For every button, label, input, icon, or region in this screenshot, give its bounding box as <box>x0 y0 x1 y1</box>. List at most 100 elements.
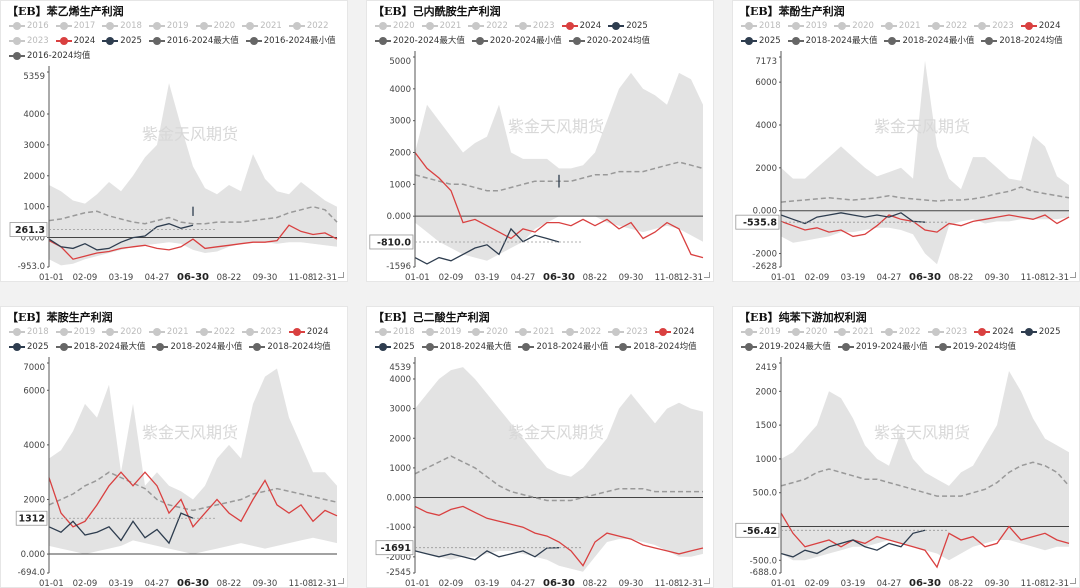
legend-item[interactable]: 2025 <box>9 340 49 355</box>
x-tick-label: 01-01 <box>405 579 430 588</box>
legend-label: 2019-2024均值 <box>952 342 1017 352</box>
legend-label: 2018-2024最大值 <box>439 342 512 352</box>
legend-item[interactable]: 2021 <box>421 19 461 34</box>
legend-item[interactable]: 2018 <box>9 325 49 340</box>
legend-item[interactable]: 2020 <box>375 19 415 34</box>
legend-swatch-icon <box>468 21 485 30</box>
resize-handle-icon[interactable] <box>1070 578 1076 584</box>
x-tick-label: 08-22 <box>217 273 242 282</box>
legend-item[interactable]: 2018 <box>375 325 415 340</box>
legend-label: 2025 <box>393 342 415 352</box>
legend-item[interactable]: 2021 <box>514 325 555 340</box>
legend-item[interactable]: 2018-2024最大值 <box>55 340 145 355</box>
legend-item[interactable]: 2021 <box>148 325 189 340</box>
legend-label: 2019 <box>805 21 828 31</box>
legend-swatch-icon <box>654 327 671 336</box>
legend-item[interactable]: 2021 <box>834 325 874 340</box>
legend-item[interactable]: 2022 <box>561 325 601 340</box>
legend-item[interactable]: 2018-2024最大值 <box>787 34 877 49</box>
series-2024-line <box>48 224 338 260</box>
legend-swatch-icon <box>9 21 25 30</box>
legend-swatch-icon <box>927 21 944 30</box>
x-tick-label: 02-09 <box>73 273 98 282</box>
legend-item[interactable]: 2017 <box>55 19 95 34</box>
legend-item[interactable]: 2025 <box>608 19 648 34</box>
legend-item[interactable]: 2020-2024最小值 <box>471 34 562 49</box>
legend-item[interactable]: 2020 <box>787 325 827 340</box>
legend-item[interactable]: 2018-2024均值 <box>249 340 331 355</box>
legend-item[interactable]: 2019 <box>787 19 828 34</box>
legend-item[interactable]: 2024 <box>288 325 328 340</box>
legend-item[interactable]: 2025 <box>375 340 415 355</box>
legend-item[interactable]: 2019 <box>421 325 461 340</box>
legend-item[interactable]: 2019 <box>55 325 95 340</box>
legend-item[interactable]: 2018-2024均值 <box>615 340 697 355</box>
legend-item[interactable]: 2018-2024均值 <box>981 34 1063 49</box>
legend-item[interactable]: 2023 <box>514 19 555 34</box>
legend-item[interactable]: 2018 <box>741 19 781 34</box>
resize-handle-icon[interactable] <box>338 578 344 584</box>
resize-handle-icon[interactable] <box>1070 272 1076 278</box>
legend-label: 2022 <box>306 21 329 31</box>
legend-item[interactable]: 2024 <box>1020 19 1060 34</box>
legend-item[interactable]: 2023 <box>608 325 648 340</box>
legend-item[interactable]: 2023 <box>927 325 967 340</box>
series-2024-line <box>414 152 704 259</box>
resize-handle-icon[interactable] <box>704 578 710 584</box>
legend-item[interactable]: 2016-2024最大值 <box>148 34 239 49</box>
legend-item[interactable]: 2020-2024均值 <box>568 34 650 49</box>
legend-item[interactable]: 2018 <box>102 19 142 34</box>
y-tick-label: 1000 <box>389 180 411 190</box>
x-tick-label: 02-09 <box>805 273 830 282</box>
legend-item[interactable]: 2019-2024均值 <box>934 340 1017 355</box>
legend-item[interactable]: 2018-2024最大值 <box>421 340 512 355</box>
legend-item[interactable]: 2025 <box>102 34 142 49</box>
legend-item[interactable]: 2019 <box>148 19 189 34</box>
legend-item[interactable]: 2020 <box>834 19 874 34</box>
legend-item[interactable]: 2022 <box>195 325 235 340</box>
chart-plot: 紫金天风期货 2419 2000 1500 1000 500.0 -500.0 -688.0 -… <box>735 357 1070 587</box>
legend-item[interactable]: 2023 <box>974 19 1014 34</box>
y-tick-label: 2000 <box>755 164 777 174</box>
x-tick-label: 09-30 <box>253 579 278 588</box>
legend-item[interactable]: 2019 <box>741 325 781 340</box>
legend-item[interactable]: 2016 <box>9 19 49 34</box>
legend-swatch-icon <box>884 36 901 45</box>
y-tick-label: 2000 <box>23 172 45 182</box>
legend-item[interactable]: 2025 <box>1020 325 1060 340</box>
y-tick-label: 4000 <box>23 110 45 120</box>
legend-item[interactable]: 2020 <box>468 325 508 340</box>
legend-item[interactable]: 2024 <box>654 325 694 340</box>
legend-item[interactable]: 2019-2024最小值 <box>837 340 928 355</box>
legend-item[interactable]: 2023 <box>242 325 282 340</box>
legend-item[interactable]: 2018-2024最小值 <box>884 34 974 49</box>
y-tick-label: -688.0 <box>750 568 777 578</box>
resize-handle-icon[interactable] <box>704 272 710 278</box>
legend-label: 2021 <box>166 327 189 337</box>
y-tick-label: 1000 <box>755 455 777 465</box>
legend-item[interactable]: 2021 <box>880 19 921 34</box>
legend-swatch-icon <box>834 21 851 30</box>
legend-item[interactable]: 2022 <box>880 325 921 340</box>
resize-handle-icon[interactable] <box>338 272 344 278</box>
legend-item[interactable]: 2022 <box>288 19 329 34</box>
legend-item[interactable]: 2024 <box>55 34 95 49</box>
legend-item[interactable]: 2025 <box>741 34 781 49</box>
legend-item[interactable]: 2018-2024最小值 <box>152 340 242 355</box>
legend-label: 2020 <box>120 327 142 337</box>
legend-item[interactable]: 2024 <box>561 19 601 34</box>
legend-item[interactable]: 2023 <box>9 34 49 49</box>
legend-item[interactable]: 2020 <box>102 325 142 340</box>
legend-item[interactable]: 2022 <box>468 19 508 34</box>
y-tick-label: -1596 <box>386 262 411 272</box>
legend-item[interactable]: 2016-2024最小值 <box>245 34 336 49</box>
legend-item[interactable]: 2020 <box>195 19 235 34</box>
legend-item[interactable]: 2020-2024最大值 <box>375 34 465 49</box>
legend-item[interactable]: 2021 <box>242 19 282 34</box>
legend-item[interactable]: 2024 <box>974 325 1014 340</box>
legend-item[interactable]: 2016-2024均值 <box>9 49 90 64</box>
y-tick-label: 3000 <box>389 117 411 127</box>
legend-item[interactable]: 2022 <box>927 19 967 34</box>
legend-item[interactable]: 2019-2024最大值 <box>741 340 831 355</box>
legend-item[interactable]: 2018-2024最小值 <box>518 340 608 355</box>
